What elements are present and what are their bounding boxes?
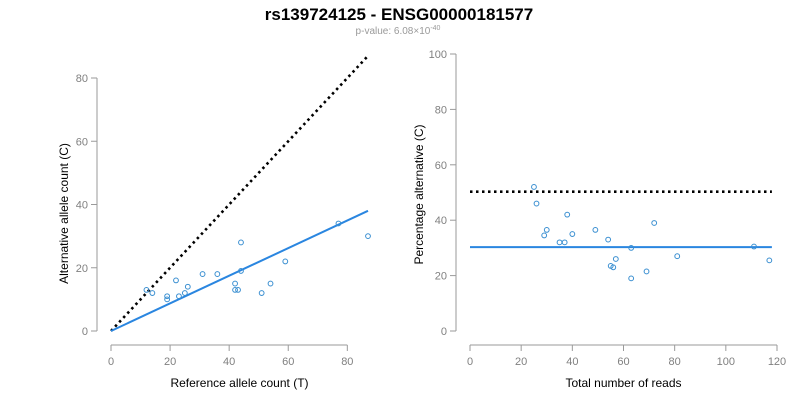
data-point — [164, 296, 171, 303]
x-tick-label: 0 — [467, 356, 473, 368]
y-tick-label: 60 — [76, 136, 88, 148]
fit-line — [110, 209, 369, 332]
data-point — [181, 290, 188, 296]
y-axis-label: Percentage alternative (C) — [412, 124, 426, 264]
data-point — [282, 258, 289, 265]
data-point — [335, 220, 342, 227]
data-point — [564, 211, 571, 218]
data-point — [164, 293, 171, 300]
data-point — [543, 226, 550, 233]
chart-title: rs139724125 - ENSG00000181577 — [265, 5, 533, 24]
chart-subtitle: p-value: 6.08×10-40 — [356, 25, 441, 37]
data-point — [651, 220, 658, 226]
data-point — [674, 253, 681, 260]
data-point — [628, 245, 635, 251]
y-tick-label: 0 — [441, 326, 447, 338]
x-axis-label: Total number of reads — [565, 376, 681, 390]
data-point — [173, 277, 179, 284]
data-point — [541, 232, 548, 239]
data-point — [533, 200, 540, 207]
data-point — [365, 233, 371, 240]
y-axis-label: Alternative allele count (C) — [57, 143, 71, 284]
data-point — [612, 256, 619, 262]
x-tick-label: 20 — [164, 356, 176, 368]
data-point — [531, 184, 537, 190]
y-tick-label: 20 — [76, 263, 88, 275]
data-point — [143, 286, 150, 293]
data-point — [232, 286, 238, 293]
data-point — [258, 290, 265, 296]
y-tick-label: 40 — [76, 200, 88, 212]
x-tick-label: 60 — [282, 356, 294, 368]
data-point — [235, 286, 241, 293]
x-tick-label: 80 — [341, 356, 353, 368]
x-tick-label: 40 — [223, 356, 235, 368]
x-tick-label: 100 — [717, 356, 735, 368]
y-tick-label: 40 — [435, 215, 447, 227]
data-point — [569, 231, 576, 237]
data-point — [643, 268, 650, 275]
pvalue-exponent: -40 — [430, 25, 440, 32]
x-tick-label: 120 — [768, 356, 786, 368]
pvalue-text: p-value: 6.08×10 — [356, 26, 431, 37]
data-point — [561, 239, 568, 246]
data-point — [184, 283, 191, 290]
panel-2: 0 20 40 60 80 100 120 0 20 40 60 80 100 Total number … — [412, 49, 786, 390]
x-tick-label: 80 — [669, 356, 681, 368]
data-point — [176, 293, 182, 300]
data-point — [267, 280, 274, 287]
data-point — [238, 268, 244, 274]
data-point — [592, 226, 599, 233]
x-axis-label: Reference allele count (T) — [170, 376, 308, 390]
data-point — [605, 236, 612, 243]
x-tick-label: 60 — [617, 356, 629, 368]
x-tick-label: 20 — [515, 356, 527, 368]
data-point — [199, 271, 206, 277]
data-point — [751, 243, 757, 250]
y-tick-label: 80 — [435, 104, 447, 116]
data-point — [149, 290, 156, 296]
data-point — [610, 264, 617, 271]
x-tick-label: 40 — [566, 356, 578, 368]
panel-1: 0 20 40 60 80 0 20 40 60 80 Reference allele count… — [57, 54, 371, 390]
x-tick-label: 0 — [108, 356, 114, 368]
data-point — [214, 271, 221, 277]
y-tick-label: 100 — [429, 49, 447, 61]
y-tick-label: 80 — [76, 73, 88, 85]
y-tick-label: 20 — [435, 271, 447, 283]
y-tick-label: 60 — [435, 160, 447, 172]
data-point — [766, 257, 773, 264]
y-tick-label: 0 — [82, 326, 88, 338]
data-point — [232, 280, 238, 287]
data-point — [556, 239, 563, 246]
data-point — [238, 239, 244, 246]
data-point — [628, 275, 635, 282]
reference-line — [110, 54, 369, 332]
